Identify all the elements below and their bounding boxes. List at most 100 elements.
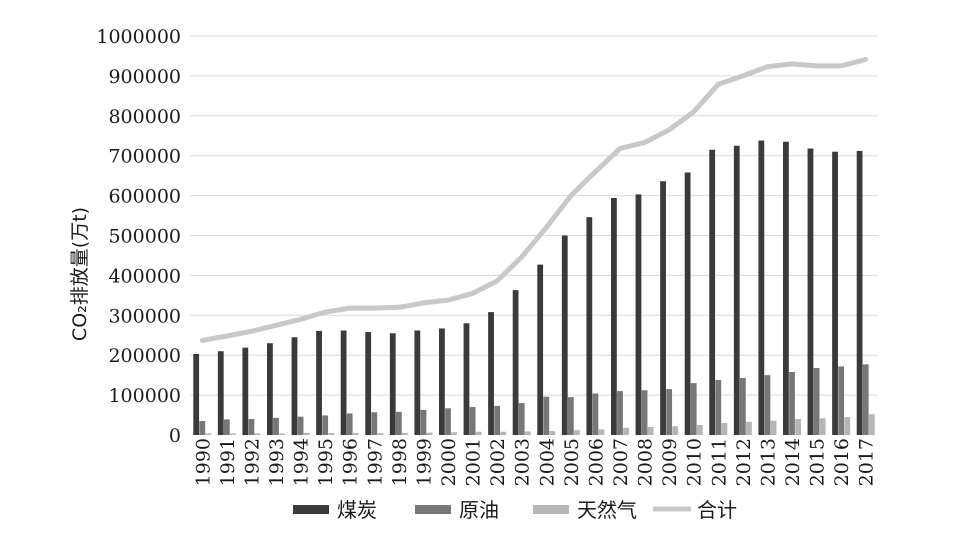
x-tick-label: 2011 (708, 438, 730, 486)
bar (230, 433, 236, 435)
x-tick-label: 1999 (413, 438, 435, 486)
bar (635, 194, 642, 435)
x-tick-label: 1997 (364, 438, 386, 486)
bar (426, 432, 433, 435)
y-axis-label: CO₂排放量(万t) (69, 207, 91, 341)
bar (647, 427, 654, 435)
x-tick-label: 2008 (635, 438, 657, 486)
x-tick-label: 2005 (561, 438, 583, 486)
bar (623, 427, 629, 435)
bar (518, 403, 525, 435)
bar (733, 145, 740, 435)
bar (340, 330, 347, 435)
bar (574, 430, 580, 435)
bar (813, 367, 820, 435)
y-tick-label: 400000 (108, 265, 181, 287)
bar (660, 181, 666, 435)
bar (832, 151, 838, 435)
x-tick-label: 2001 (463, 438, 485, 486)
bar (739, 377, 746, 435)
bar (746, 421, 752, 435)
bar (500, 431, 507, 435)
bar (770, 420, 777, 435)
bar (402, 433, 408, 435)
y-axis-ticks: 0 100000 200000 300000 400000 500000 600000 700… (96, 26, 181, 447)
y-tick-label: 300000 (108, 305, 181, 327)
bar (807, 148, 814, 435)
x-tick-label: 2009 (659, 438, 681, 486)
bar (721, 423, 728, 435)
y-tick-label: 700000 (108, 146, 181, 168)
bar (297, 416, 304, 435)
x-tick-label: 2015 (807, 438, 829, 486)
x-tick-label: 2006 (585, 438, 607, 486)
bar (242, 347, 249, 435)
bar (371, 412, 378, 435)
bar (611, 197, 617, 435)
x-tick-label: 2013 (757, 438, 779, 486)
x-tick-label: 1998 (389, 438, 411, 486)
bar (696, 425, 703, 435)
bar (365, 332, 372, 435)
bar (193, 354, 200, 435)
bar (279, 433, 285, 435)
y-tick-label: 1000000 (96, 26, 181, 48)
x-tick-label: 1992 (241, 438, 263, 486)
bar (672, 426, 679, 435)
bar (267, 343, 273, 435)
x-tick-label: 2017 (856, 438, 878, 486)
y-tick-label: 800000 (108, 106, 181, 128)
x-tick-label: 2012 (733, 438, 755, 486)
bar (488, 312, 494, 435)
x-tick-label: 2000 (438, 438, 460, 486)
x-tick-label: 2007 (610, 438, 632, 486)
bar (543, 396, 550, 435)
bar (783, 141, 789, 436)
bar (389, 333, 396, 435)
x-tick-label: 2004 (536, 438, 558, 486)
bar (439, 328, 445, 435)
x-tick-label: 2010 (684, 438, 706, 486)
bar (205, 433, 212, 435)
y-tick-label: 900000 (108, 66, 181, 88)
bar (303, 433, 310, 435)
x-tick-label: 1996 (340, 438, 362, 486)
x-tick-label: 2014 (782, 438, 804, 486)
bar (838, 366, 845, 435)
gridlines (190, 35, 878, 396)
legend-label: 原油 (459, 498, 499, 522)
legend: 煤炭 原油 天然气 合计 (293, 498, 737, 522)
legend-swatch (415, 505, 451, 514)
bar (346, 413, 353, 435)
bar (445, 408, 451, 435)
bar (690, 383, 697, 435)
x-tick-label: 1991 (217, 438, 239, 486)
bar (494, 405, 501, 435)
bar (223, 419, 230, 435)
bar (377, 433, 384, 435)
bar (524, 431, 531, 435)
legend-label: 天然气 (577, 498, 637, 522)
bar (537, 264, 544, 435)
bar (322, 415, 329, 435)
x-tick-label: 1990 (192, 438, 214, 486)
bar (395, 411, 402, 435)
bar (641, 390, 648, 435)
x-tick-label: 2016 (831, 438, 853, 486)
bar (328, 433, 335, 435)
bar (567, 397, 574, 435)
x-tick-label: 1993 (266, 438, 288, 486)
legend-label: 合计 (697, 498, 737, 522)
bar (475, 431, 482, 435)
bar (561, 235, 568, 435)
y-tick-label: 500000 (108, 226, 181, 248)
bar (463, 323, 470, 435)
y-tick-label: 100000 (108, 385, 181, 407)
bar (273, 417, 279, 435)
total-line-series (199, 57, 869, 343)
bar (586, 217, 593, 435)
bar (819, 418, 826, 435)
bar-series (193, 140, 875, 436)
series-line (199, 57, 869, 343)
